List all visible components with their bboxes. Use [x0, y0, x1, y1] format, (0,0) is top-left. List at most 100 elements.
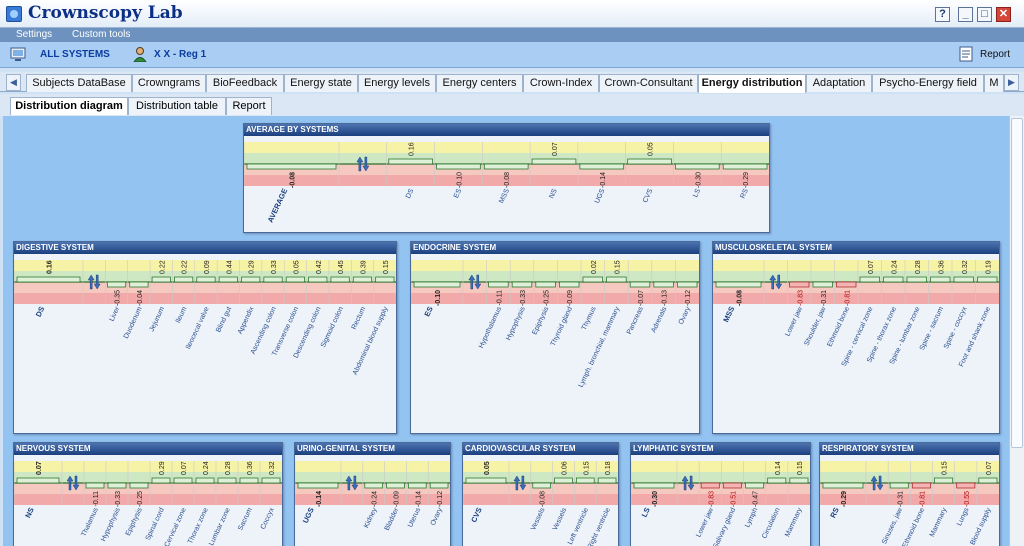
- menu-custom-tools[interactable]: Custom tools: [72, 29, 131, 40]
- item-label: Ileocecal valve: [185, 306, 211, 351]
- swap-arrows-icon[interactable]: [513, 475, 527, 491]
- item-label: Hypophysis: [100, 506, 122, 542]
- tab-energy-state[interactable]: Energy state: [284, 74, 358, 92]
- system-average-label: LS: [640, 506, 652, 518]
- swap-arrows-icon[interactable]: [356, 156, 370, 172]
- item-value: -0.10: [456, 172, 463, 188]
- systems-icon[interactable]: [10, 46, 26, 62]
- item-label: Ethmoid bone: [826, 306, 851, 348]
- all-systems-button[interactable]: ALL SYSTEMS: [40, 49, 110, 60]
- subtab-report[interactable]: Report: [226, 97, 272, 115]
- item-value: 0.42: [316, 260, 323, 274]
- item-label: Bladder: [384, 506, 401, 531]
- item-value: -0.09: [567, 290, 574, 306]
- item-value: -0.81: [919, 491, 926, 507]
- item-label: Pancreas: [626, 305, 645, 335]
- menu-settings[interactable]: Settings: [16, 29, 53, 40]
- item-value: -0.11: [496, 290, 503, 306]
- item-label: Blind gut: [215, 306, 233, 334]
- item-marker: [627, 158, 672, 165]
- tab-subjects-database[interactable]: Subjects DataBase: [26, 74, 132, 92]
- item-value: 0.39: [360, 260, 367, 274]
- item-value: 0.18: [605, 461, 612, 475]
- swap-arrows-icon[interactable]: [870, 475, 884, 491]
- item-marker: [597, 477, 617, 484]
- item-value: -0.31: [897, 491, 904, 507]
- swap-arrows-icon[interactable]: [345, 475, 359, 491]
- report-icon[interactable]: [958, 46, 974, 62]
- tab-crown-index[interactable]: Crown-Index: [523, 74, 599, 92]
- tabs-scroll-right-icon[interactable]: ▶: [1004, 74, 1019, 91]
- item-value: -0.14: [600, 172, 607, 188]
- item-value: 0.32: [269, 461, 276, 475]
- panel-respiratory-system: RESPIRATORY SYSTEM -0.29 RS -0.31 Sinuses, j…: [819, 442, 1000, 546]
- scrollbar-thumb[interactable]: [1011, 118, 1023, 448]
- close-button[interactable]: ✕: [996, 7, 1011, 22]
- tab-energy-levels[interactable]: Energy levels: [358, 74, 436, 92]
- item-marker: [532, 482, 552, 489]
- person-icon[interactable]: [132, 46, 148, 62]
- item-marker: [151, 276, 171, 283]
- swap-arrows-icon[interactable]: [681, 475, 695, 491]
- tab-more[interactable]: M: [984, 74, 1004, 92]
- item-marker: [582, 276, 604, 283]
- item-label: Ovary: [678, 305, 692, 325]
- system-average-marker: [822, 482, 864, 489]
- item-value: 0.15: [797, 461, 804, 475]
- band-high: [244, 142, 769, 153]
- item-value: 0.22: [182, 260, 189, 274]
- item-value: 0.44: [226, 260, 233, 274]
- subtab-distribution-diagram[interactable]: Distribution diagram: [10, 97, 128, 115]
- swap-arrows-icon[interactable]: [468, 274, 482, 290]
- system-average-value: 0.16: [47, 260, 54, 274]
- item-label: Thorax zone: [187, 507, 210, 545]
- panel-lymphatic-system: LYMPHATIC SYSTEM -0.30 LS -0.83 Lower jaw -0.…: [630, 442, 811, 546]
- item-marker: [388, 158, 433, 165]
- vertical-scrollbar[interactable]: [1009, 116, 1024, 546]
- item-marker: [745, 482, 765, 489]
- system-average-value: -0.08: [737, 290, 744, 306]
- swap-arrows-icon[interactable]: [87, 274, 101, 290]
- tab-biofeedback[interactable]: BioFeedback: [206, 74, 284, 92]
- report-button[interactable]: Report: [980, 49, 1011, 60]
- tab-crowngrams[interactable]: Crowngrams: [132, 74, 206, 92]
- tab-adaptation[interactable]: Adaptation: [806, 74, 872, 92]
- item-value: -0.11: [93, 491, 100, 507]
- item-value: 0.45: [338, 260, 345, 274]
- maximize-button[interactable]: □: [977, 7, 992, 22]
- panel-urino-genital-system: URINO-GENITAL SYSTEM -0.14 UGS -0.24 Kidney -…: [294, 442, 451, 546]
- item-marker: [883, 276, 904, 283]
- item-marker: [767, 477, 787, 484]
- swap-arrows-icon[interactable]: [66, 475, 80, 491]
- item-marker: [436, 163, 481, 170]
- system-average-value: -0.10: [435, 290, 442, 306]
- band-normal-high: [14, 271, 396, 282]
- tab-energy-centers[interactable]: Energy centers: [436, 74, 523, 92]
- item-value: -0.25: [544, 290, 551, 306]
- item-value: 0.07: [552, 142, 559, 156]
- panel-title: MUSCULOSKELETAL SYSTEM: [713, 242, 999, 254]
- item-marker: [653, 281, 674, 288]
- tab-psycho-energy-field[interactable]: Psycho-Energy field: [872, 74, 984, 92]
- item-label: Ethmoid bone: [902, 507, 927, 546]
- subtab-distribution-table[interactable]: Distribution table: [128, 97, 226, 115]
- tabs-scroll-left-icon[interactable]: ◀: [6, 74, 21, 91]
- tab-energy-distribution[interactable]: Energy distribution: [698, 74, 806, 93]
- item-value: -0.81: [844, 290, 851, 306]
- tab-crown-consultant[interactable]: Crown-Consultant: [599, 74, 698, 92]
- item-marker: [196, 276, 216, 283]
- band-low: [244, 175, 769, 186]
- item-value: -0.55: [964, 491, 971, 507]
- item-marker: [535, 281, 556, 288]
- item-value: 0.36: [938, 260, 945, 274]
- item-label: Epiphysis: [531, 305, 550, 336]
- item-marker: [429, 482, 449, 489]
- minimize-button[interactable]: _: [958, 7, 973, 22]
- help-button[interactable]: ?: [935, 7, 950, 22]
- item-value: 0.24: [203, 461, 210, 475]
- subject-label[interactable]: X X - Reg 1: [154, 49, 207, 60]
- swap-arrows-icon[interactable]: [769, 274, 783, 290]
- panel-digestive-system: DIGESTIVE SYSTEM 0.16 DS -0.35 Liver -0.04 Duo…: [13, 241, 397, 434]
- system-average-label: RS: [828, 506, 841, 519]
